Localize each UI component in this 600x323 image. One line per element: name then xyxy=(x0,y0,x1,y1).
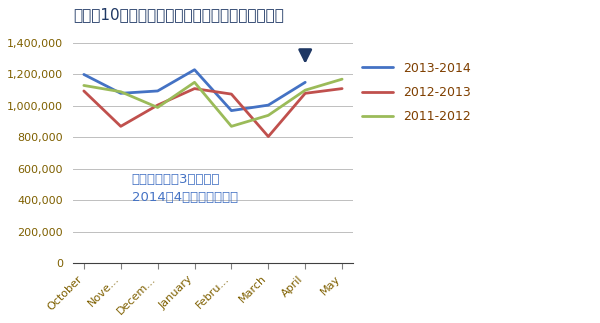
2012-2013 xyxy=(117,124,124,128)
2011-2012 xyxy=(302,88,309,92)
2013-2014 xyxy=(154,89,161,93)
2011-2012 xyxy=(338,77,346,81)
2011-2012 xyxy=(154,106,161,109)
Text: アジア10ヵ国・地域発　米国向けコンテナ荷動き: アジア10ヵ国・地域発 米国向けコンテナ荷動き xyxy=(73,7,284,22)
2011-2012 xyxy=(117,90,124,94)
2013-2014 xyxy=(117,91,124,95)
2013-2014 xyxy=(228,109,235,112)
2011-2012 xyxy=(80,84,88,88)
Legend: 2013-2014, 2012-2013, 2011-2012: 2013-2014, 2012-2013, 2011-2012 xyxy=(362,62,471,123)
2012-2013 xyxy=(191,87,198,90)
2013-2014 xyxy=(80,72,88,76)
Text: 2014年4月実績　ＴＥＵ: 2014年4月実績 ＴＥＵ xyxy=(132,191,238,203)
2011-2012 xyxy=(265,113,272,117)
Line: 2011-2012: 2011-2012 xyxy=(84,79,342,126)
Line: 2013-2014: 2013-2014 xyxy=(84,70,305,110)
2013-2014 xyxy=(302,80,309,84)
2013-2014 xyxy=(265,103,272,107)
Text: 月次トレンド3年間比較: 月次トレンド3年間比較 xyxy=(132,173,220,186)
Line: 2012-2013: 2012-2013 xyxy=(84,89,342,137)
2011-2012 xyxy=(191,80,198,84)
2012-2013 xyxy=(80,89,88,93)
2012-2013 xyxy=(228,92,235,96)
2012-2013 xyxy=(338,87,346,90)
2012-2013 xyxy=(302,91,309,95)
2011-2012 xyxy=(228,124,235,128)
2013-2014 xyxy=(191,68,198,72)
2012-2013 xyxy=(265,135,272,139)
2012-2013 xyxy=(154,103,161,107)
